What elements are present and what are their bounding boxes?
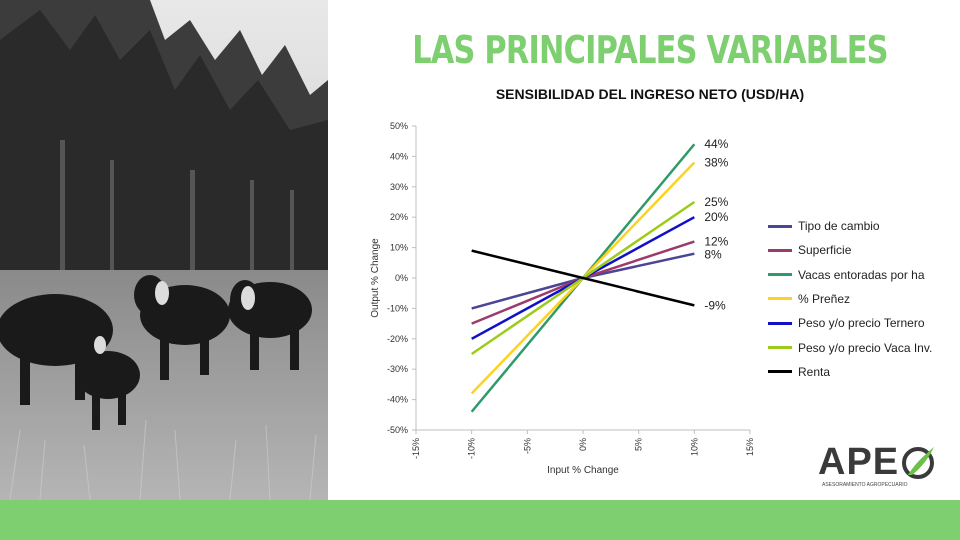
legend-swatch [768,346,792,349]
series-end-label: 25% [704,195,728,209]
legend-swatch [768,297,792,301]
logo-text: APE [818,441,900,483]
leaf-circle-icon [902,447,934,479]
y-tick-label: -30% [387,364,408,374]
legend-item: % Preñez [768,290,850,308]
y-tick-label: 20% [390,212,408,222]
y-tick-label: 30% [390,182,408,192]
series-end-label: 8% [704,248,722,262]
series-line [471,252,695,310]
x-tick-label: 15% [745,438,755,456]
x-tick-label: 5% [634,438,644,451]
y-axis-title: Output % Change [370,238,381,318]
x-tick-label: -15% [411,438,421,459]
series-end-label: 44% [704,137,728,151]
legend-item: Peso y/o precio Vaca Inv. [768,339,932,357]
x-tick-label: 10% [689,438,699,456]
legend-item: Tipo de cambio [768,217,880,235]
legend-swatch [768,273,792,277]
legend-label: Peso y/o precio Ternero [798,316,925,331]
legend-label: Tipo de cambio [798,219,880,233]
legend-swatch [768,321,792,325]
series-line [471,249,695,307]
y-tick-label: -50% [387,425,408,435]
legend-item: Peso y/o precio Ternero [768,314,925,332]
legend-label: % Preñez [798,291,851,306]
x-tick-label: -5% [522,438,532,454]
legend-label: Renta [798,364,831,379]
cattle-photo [0,0,328,500]
x-axis-title: Input % Change [547,465,619,476]
ape-logo: APE ASESORAMIENTO AGROPECUARIO [818,440,938,492]
y-tick-label: 40% [390,151,408,161]
x-tick-label: -10% [467,438,477,459]
slide-title: LAS PRINCIPALES VARIABLES [412,28,888,72]
y-tick-label: 50% [390,121,408,131]
chart-title: SENSIBILIDAD DEL INGRESO NETO (USD/HA) [495,86,805,102]
legend-label: Superficie [798,243,852,258]
y-tick-label: -40% [387,395,408,405]
sensitivity-chart: 50% 40% 30% 20% 10% 0% -10% -20% -30% -40% -50% -1… [370,121,755,476]
y-tick-label: -20% [387,334,408,344]
legend-label: Peso y/o precio Vaca Inv. [798,340,933,355]
legend-item: Superficie [768,241,851,259]
footer-bar [0,500,960,540]
legend-swatch [768,370,792,374]
x-tick-label: 0% [578,438,588,451]
legend-label: Vacas entoradas por ha [798,267,925,282]
series-end-label: -9% [704,298,726,312]
y-tick-label: -10% [387,303,408,313]
series-end-label: 12% [704,235,728,249]
y-tick-label: 0% [395,273,408,283]
y-tick-label: 10% [390,243,408,253]
series-end-label: 20% [704,210,728,224]
series-line [471,240,695,325]
legend-item: Renta [768,363,830,381]
legend-swatch [768,248,792,252]
legend-item: Vacas entoradas por ha [768,266,925,284]
logo-tagline: ASESORAMIENTO AGROPECUARIO [822,482,908,488]
legend-swatch [768,224,792,228]
series-end-label: 38% [704,155,728,169]
